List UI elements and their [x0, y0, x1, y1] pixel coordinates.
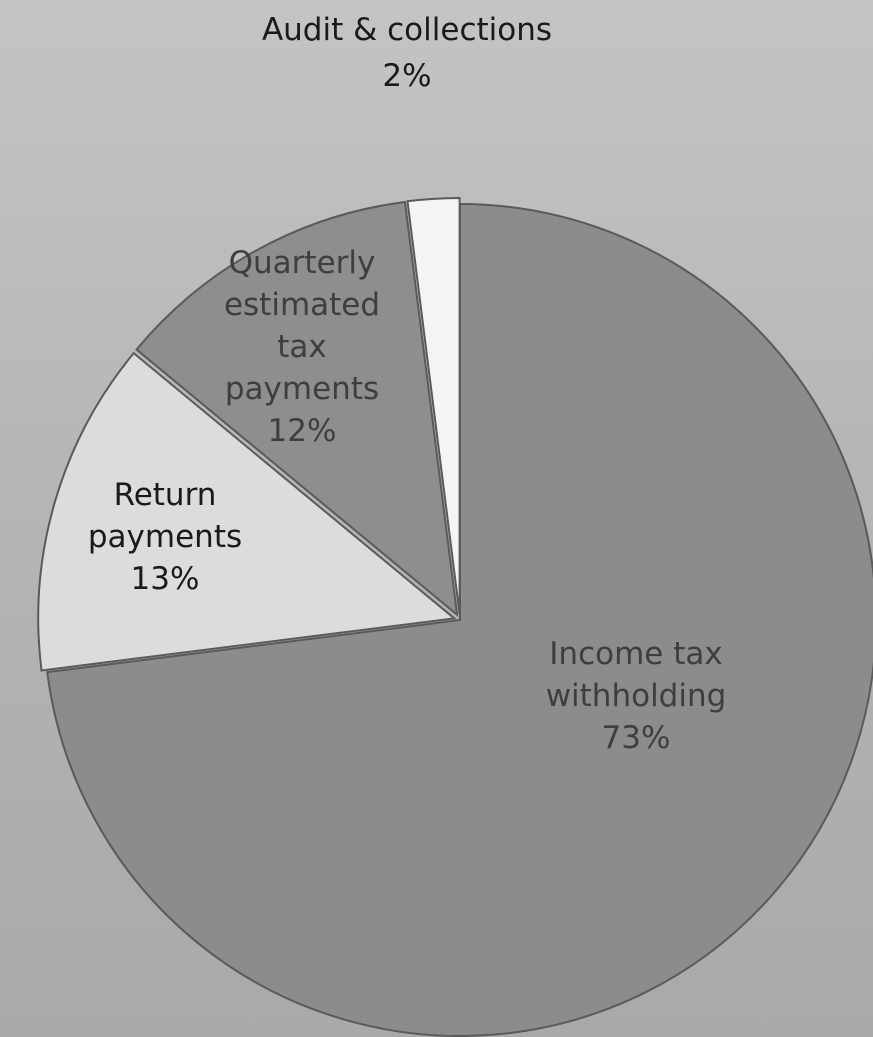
slice-label-line-return-0: Return — [114, 477, 217, 513]
pie-slice-return — [37, 351, 457, 672]
pie-labels: Income tax withholding 73% Return payments 13… — [88, 12, 726, 756]
slice-value-quarterly: 12% — [268, 413, 337, 449]
pie-slices — [37, 197, 873, 1037]
slice-value-audit: 2% — [382, 58, 431, 94]
slice-label-line-quarterly-2: tax — [277, 329, 327, 365]
pie-slice-income — [46, 202, 873, 1037]
slice-label-line-income-0: Income tax — [549, 636, 722, 672]
slice-label-line-quarterly-0: Quarterly — [229, 245, 376, 281]
slice-label-line-return-1: payments — [88, 519, 242, 555]
slice-label-line-quarterly-3: payments — [225, 371, 379, 407]
slice-label-return: Return payments 13% — [88, 477, 242, 597]
slice-label-line-audit-0: Audit & collections — [262, 12, 552, 48]
slice-value-income: 73% — [602, 720, 671, 756]
slice-label-line-quarterly-1: estimated — [224, 287, 380, 323]
pie-slice-quarterly — [135, 200, 459, 618]
slice-label-line-income-1: withholding — [546, 678, 727, 714]
slice-label-income: Income tax withholding 73% — [546, 636, 727, 756]
pie-slice-audit — [406, 197, 461, 615]
slice-label-audit: Audit & collections 2% — [262, 12, 552, 94]
slice-label-quarterly: Quarterly estimated tax payments 12% — [224, 245, 380, 449]
slice-value-return: 13% — [131, 561, 200, 597]
